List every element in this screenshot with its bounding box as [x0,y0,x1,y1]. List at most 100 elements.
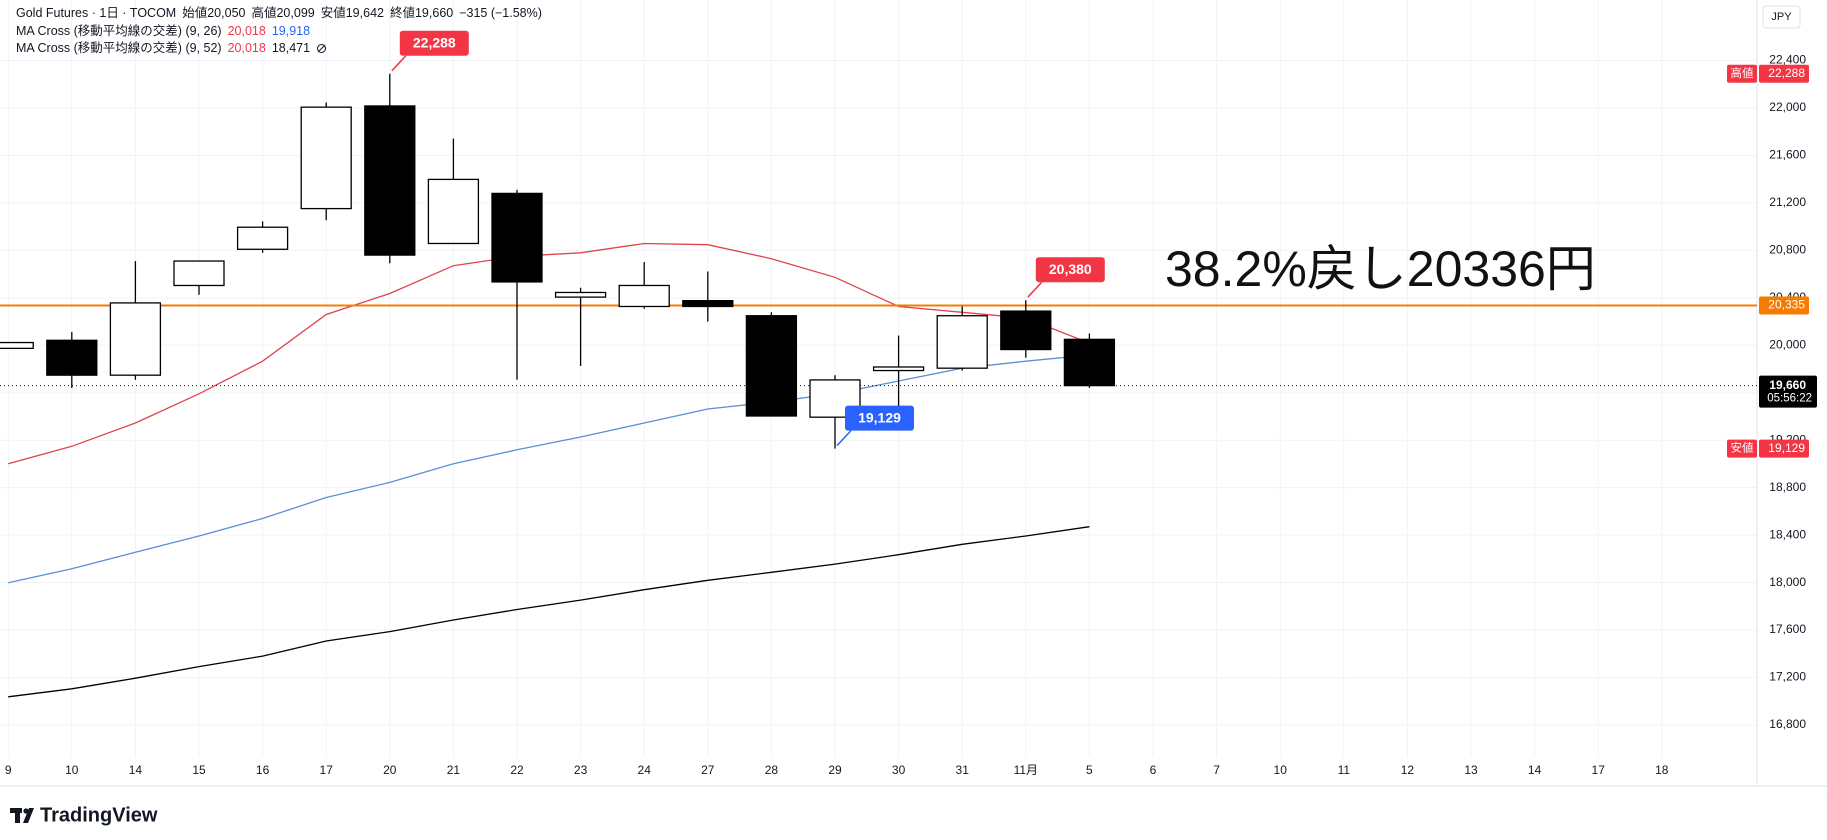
price-badge [1759,296,1809,315]
y-tick-label: 21,600 [1769,148,1806,162]
x-tick-label: 15 [192,763,206,777]
legend-header: Gold Futures · 1日 · TOCOM 始値20,050 高値20,09… [16,5,542,58]
x-tick-label: 18 [1655,763,1669,777]
annotation: 38.2%戻し20336円 [1165,241,1596,297]
callout-label: 19,129 [858,409,901,425]
x-tick-label: 30 [892,763,906,777]
callout-box [399,30,469,56]
quote-item: 終値19,660 [390,5,453,23]
x-tick-label: 17 [1592,763,1606,777]
x-tick-label: 11 [1338,763,1351,777]
quote-name: 始値 [182,6,208,20]
logo-shape [23,808,34,823]
badge-tag: 高値 [1731,66,1754,80]
x-tick-label: 10 [65,763,79,777]
logo-shape [15,808,20,823]
quote-name: 終値 [389,6,415,20]
candle-body [682,300,734,308]
price-badge-label: 19,129 [1768,441,1805,455]
candle-body [745,315,798,417]
last-price-badge [1759,375,1817,408]
y-tick-label: 18,000 [1769,575,1806,589]
ma-line [8,354,1090,584]
callout-label: 22,288 [413,35,456,51]
price-badge [1759,64,1809,83]
quote-item: 安値19,642 [321,5,384,23]
icon-slash [317,44,326,53]
candle-body [809,379,861,418]
callout-label: 20,380 [1049,261,1092,277]
x-tick-label: 7 [1213,763,1220,777]
callout-box [845,405,914,431]
logo-icon [10,808,34,823]
x-tick-label: 29 [828,763,842,777]
x-tick-label: 24 [638,763,652,777]
quote-value: 19,642 [345,6,384,20]
y-tick-label: 20,000 [1769,337,1806,351]
quote-value: 20,099 [276,6,315,20]
y-tick-label: 21,200 [1769,195,1806,209]
x-tick-label: 14 [1528,763,1542,777]
x-tick-label: 31 [956,763,970,777]
currency-box [1762,5,1801,29]
price-badge [1759,439,1809,458]
candle-body [872,366,925,372]
y-tick-label: 17,200 [1769,670,1806,684]
indicator-value: 20,018 [227,41,266,55]
y-tick-label: 16,800 [1769,717,1806,731]
x-tick-label: 22 [510,763,524,777]
indicator-value: 20,018 [227,23,266,38]
y-tick-label: 22,400 [1769,53,1806,67]
y-tick-label: 18,800 [1769,480,1806,494]
callout-pointer [836,430,852,447]
indicator-name: MA Cross (移動平均線の交差) (9, 52) [16,41,222,55]
legend-row: Gold Futures · 1日 · TOCOM 始値20,050 高値20,09… [16,5,542,23]
badge-tag-box [1727,439,1757,458]
legend-row: MA Cross (移動平均線の交差) (9, 52) 20,018 18,471 [16,40,542,58]
y-tick-label: 20,800 [1769,243,1806,257]
candle-body [1000,310,1052,351]
x-tick-label: 14 [129,763,143,777]
candle-body [618,284,670,308]
indicator-value: 19,918 [271,23,311,38]
indicator-value: 18,471 [271,41,311,55]
y-tick-label: 22,000 [1769,100,1806,114]
y-tick-label: 17,600 [1769,622,1806,636]
x-tick-label: 17 [320,763,334,777]
indicator-name: MA Cross (移動平均線の交差) (9, 26) [16,23,222,38]
candle-body [236,226,289,250]
x-tick-label: 27 [701,763,715,777]
badge-tag-box [1727,64,1757,83]
visibility-icon[interactable] [316,43,327,54]
candle-body [173,260,225,287]
legend-row: MA Cross (移動平均線の交差) (9, 26) 20,018 19,918 [16,23,542,41]
candle-body [109,302,162,376]
price-badge-label: 22,288 [1768,66,1805,80]
quote-change: −315 (−1.58%) [459,6,542,20]
candle-body [936,315,988,369]
x-tick-label: 12 [1401,763,1415,777]
x-tick-label: 16 [256,763,270,777]
x-tick-label: 23 [574,763,588,777]
x-tick-label: 5 [1086,763,1093,777]
candle-body [427,178,480,245]
quote-item: 高値20,099 [251,5,314,23]
candle-body [300,106,352,210]
callout-pointer [391,55,407,72]
quote-value: 20,050 [207,6,246,20]
quote-name: 安値 [320,6,346,20]
x-tick-label: 13 [1464,763,1478,777]
badge-tag: 安値 [1731,441,1754,455]
x-tick-label: 6 [1150,763,1157,777]
candle-body [554,291,607,298]
candle-body [491,192,543,283]
x-tick-label: 11月 [1014,763,1038,777]
icon-circle [317,44,327,54]
quote-value: 19,660 [414,6,454,20]
callout-box [1035,257,1105,283]
x-tick-label: 10 [1274,763,1288,777]
x-tick-label: 20 [383,763,397,777]
callout-pointer [1027,281,1043,298]
currency-label: JPY [1771,11,1792,23]
